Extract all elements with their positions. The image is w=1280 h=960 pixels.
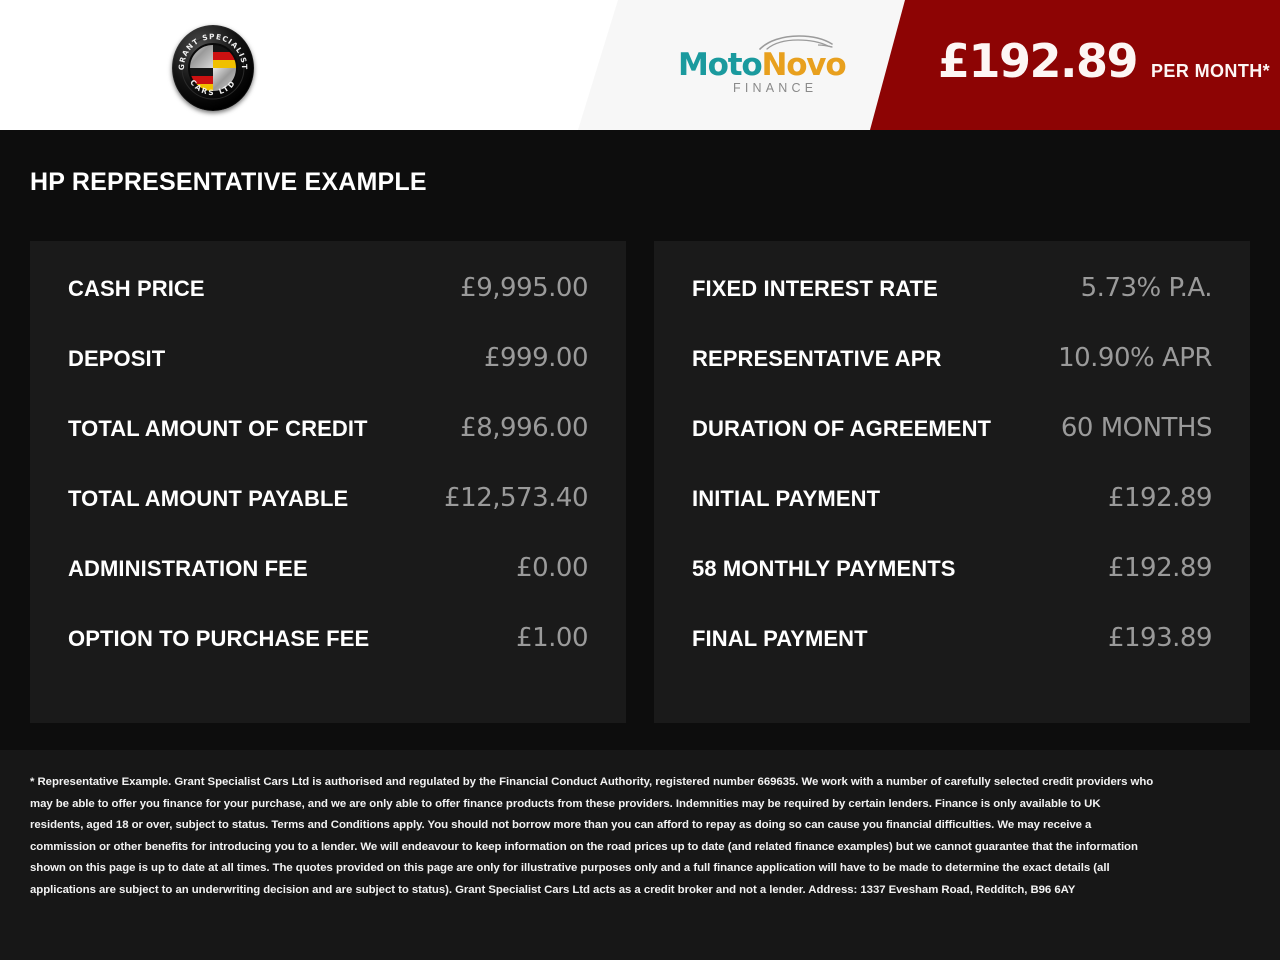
monthly-price-period: PER MONTH* [1151,61,1271,81]
row-value: 5.73% P.A. [1080,273,1213,303]
row-label: OPTION TO PURCHASE FEE [68,626,370,651]
row-value: £1.00 [516,623,588,653]
table-row: FIXED INTEREST RATE 5.73% P.A. [692,273,1213,343]
motonovo-subtitle: FINANCE [733,81,818,95]
row-label: 58 MONTHLY PAYMENTS [692,556,956,581]
row-value: £12,573.40 [444,483,588,513]
table-row: CASH PRICE £9,995.00 [68,273,588,343]
finance-details-panels: CASH PRICE £9,995.00 DEPOSIT £999.00 TOT… [30,241,1250,723]
motonovo-word-novo: Novo [761,47,846,83]
row-label: FINAL PAYMENT [692,626,868,651]
disclaimer-text: * Representative Example. Grant Speciali… [30,776,1154,896]
footer-disclaimer: * Representative Example. Grant Speciali… [0,750,1280,960]
monthly-price-amount: £192.89 [938,34,1139,88]
table-row: FINAL PAYMENT £193.89 [692,623,1213,693]
row-label: DEPOSIT [68,346,166,371]
row-value: £193.89 [1107,623,1213,653]
header-bar: GRANT SPECIALIST CARS LTD MotoNovo FINAN… [0,0,1280,130]
table-row: DEPOSIT £999.00 [68,343,589,413]
motonovo-word-moto: Moto [678,47,763,83]
row-label: CASH PRICE [68,276,205,301]
table-row: REPRESENTATIVE APR 10.90% APR [692,343,1212,413]
car-silhouette-icon [759,35,833,50]
header-red-wedge [870,0,1280,130]
finance-panel-right: FIXED INTEREST RATE 5.73% P.A. REPRESENT… [654,241,1250,723]
row-label: DURATION OF AGREEMENT [692,416,992,441]
table-row: DURATION OF AGREEMENT 60 MONTHS [692,413,1213,483]
finance-panel-left: CASH PRICE £9,995.00 DEPOSIT £999.00 TOT… [30,241,626,723]
row-value: 10.90% APR [1058,343,1212,373]
page-title: HP REPRESENTATIVE EXAMPLE [30,168,427,196]
table-row: TOTAL AMOUNT OF CREDIT £8,996.00 [68,413,588,483]
row-value: £9,995.00 [460,273,588,303]
row-label: FIXED INTEREST RATE [692,276,938,301]
row-value: £0.00 [516,553,588,583]
row-value: £8,996.00 [460,413,588,443]
table-row: ADMINISTRATION FEE £0.00 [68,553,588,623]
table-row: TOTAL AMOUNT PAYABLE £12,573.40 [68,483,588,553]
main-content: HP REPRESENTATIVE EXAMPLE CASH PRICE £9,… [0,130,1280,750]
monthly-price-block: £192.89 PER MONTH* [938,38,1270,84]
table-row: 58 MONTHLY PAYMENTS £192.89 [692,553,1213,623]
row-label: ADMINISTRATION FEE [68,556,308,581]
row-value: £192.89 [1107,553,1213,583]
table-row: OPTION TO PURCHASE FEE £1.00 [68,623,588,693]
row-label: TOTAL AMOUNT PAYABLE [68,486,349,511]
motonovo-finance-logo-icon: MotoNovo FINANCE [678,32,847,98]
header-light-wedge [578,0,1000,130]
row-label: INITIAL PAYMENT [692,486,881,511]
row-value: 60 MONTHS [1060,413,1213,443]
table-row: INITIAL PAYMENT £192.89 [692,483,1213,553]
grant-specialist-cars-badge-icon: GRANT SPECIALIST CARS LTD [172,25,254,111]
row-value: £999.00 [483,343,589,373]
row-label: TOTAL AMOUNT OF CREDIT [68,416,368,441]
row-label: REPRESENTATIVE APR [692,346,942,371]
row-value: £192.89 [1107,483,1213,513]
